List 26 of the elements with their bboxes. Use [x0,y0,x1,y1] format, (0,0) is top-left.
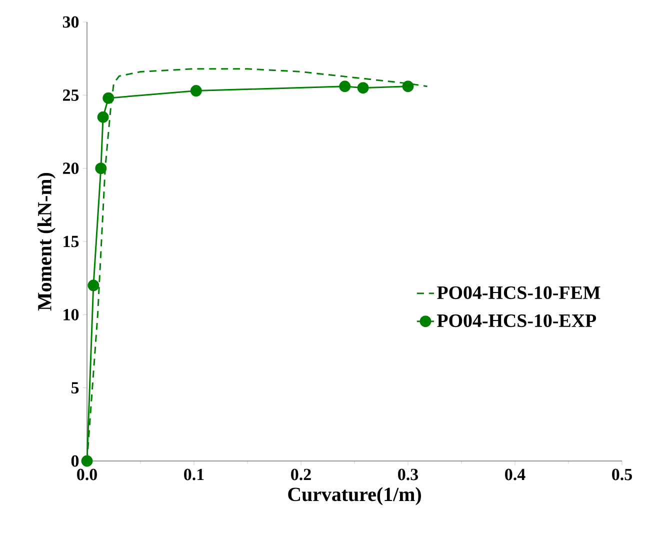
y-tick-label: 20 [63,162,79,174]
x-tick-label: 0.3 [398,468,418,480]
point [97,111,109,123]
point [190,85,202,97]
point [402,80,414,92]
point [102,92,114,104]
point [81,455,93,467]
x-tick-label: 0.5 [612,468,632,480]
x-tick-label: 0.1 [184,468,204,480]
point [88,280,100,292]
y-tick-label: 25 [63,89,79,101]
legend-label: PO04-HCS-10-FEM [437,286,600,300]
x-tick-label: 0.4 [505,468,526,480]
point [95,162,107,174]
point [357,82,369,94]
y-axis-title: Moment (kN-m) [37,172,56,311]
y-tick-label: 10 [64,308,79,320]
x-axis-title: Curvature(1/m) [288,487,421,506]
x-tick-label: 0.2 [291,468,311,480]
x-tick-label: 0.0 [77,468,97,480]
legend-label: PO04-HCS-10-EXP [437,314,596,328]
point [339,80,351,92]
y-tick-label: 15 [64,236,79,248]
y-tick-label: 30 [62,16,79,28]
y-tick-label: 0 [71,455,79,467]
y-tick-label: 5 [71,382,79,394]
